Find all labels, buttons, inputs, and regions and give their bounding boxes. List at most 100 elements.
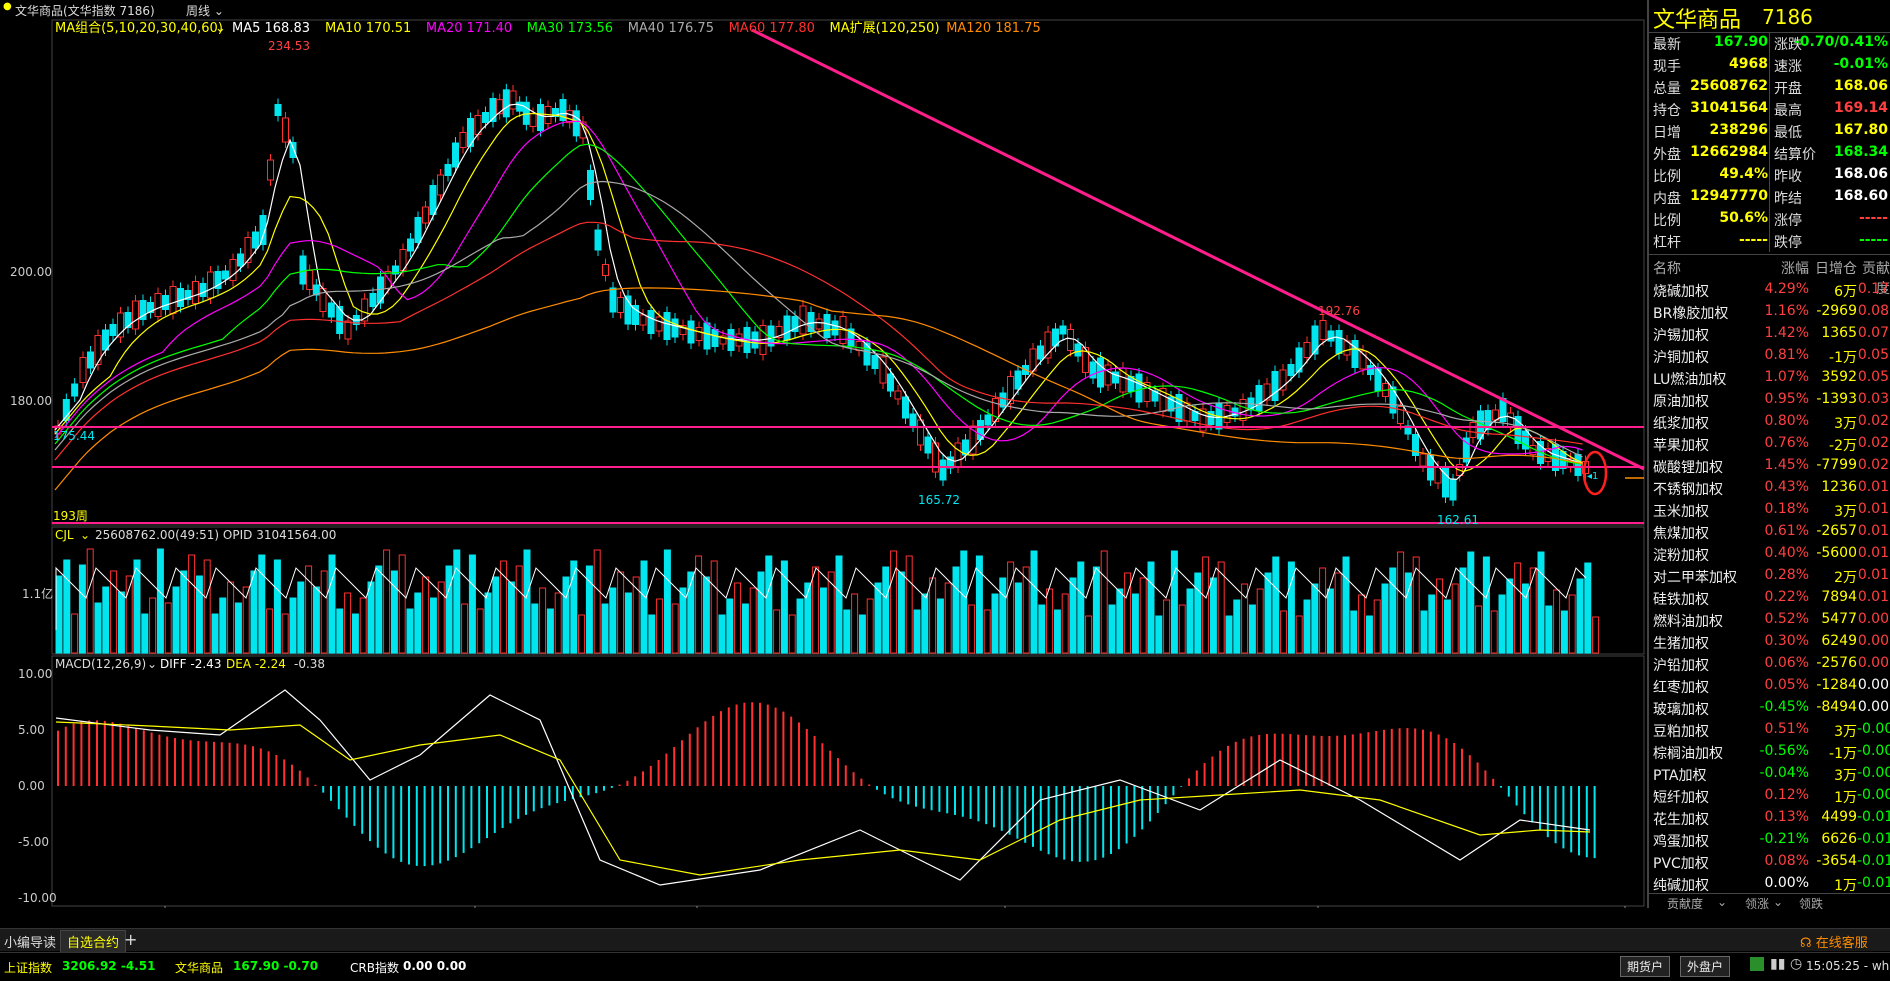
online-service-link[interactable]: ☊ 在线客服 xyxy=(1800,936,1868,951)
candle-body xyxy=(1367,365,1374,375)
volume-bar xyxy=(1092,566,1100,654)
volume-bar xyxy=(1498,594,1506,654)
volume-bar xyxy=(1404,572,1412,654)
candle-body xyxy=(559,99,567,121)
volume-bar xyxy=(944,582,952,654)
annotation-low2: 162.61 xyxy=(1437,513,1479,527)
chart-area[interactable]: MA组合(5,10,20,30,40,60) ⌄ 200.00 180.00 ◂… xyxy=(0,18,1645,908)
candle-body xyxy=(799,305,807,335)
annotation-left-level: 175.44 xyxy=(53,429,95,443)
volume-pane-frame xyxy=(51,526,1645,655)
list-item-increase: -1万 xyxy=(1829,746,1857,762)
period-selector[interactable]: 周线 ⌄ xyxy=(186,4,224,18)
candle-body xyxy=(537,104,544,131)
candle-body xyxy=(1167,396,1175,412)
candle-body xyxy=(783,315,791,341)
list-item[interactable]: 沪锡加权 1.42% 1365 0.07 xyxy=(1649,322,1890,344)
list-item[interactable]: 对二甲苯加权 0.28% 2万 0.01 xyxy=(1649,564,1890,586)
ma-legend-item: MA30 173.56 xyxy=(527,21,613,36)
list-header-contribution[interactable]: 贡献度 xyxy=(1862,261,1890,297)
list-item-name: 对二甲苯加权 xyxy=(1653,570,1737,586)
list-header-change[interactable]: 涨幅 xyxy=(1781,261,1809,277)
list-item-increase: -2576 xyxy=(1816,655,1857,671)
candle-body xyxy=(1351,340,1359,368)
candle-body xyxy=(154,293,162,317)
list-item[interactable]: 淀粉加权 0.40% -5600 0.01 xyxy=(1649,542,1890,564)
list-item[interactable]: LU燃油加权 1.07% 3592 0.05 xyxy=(1649,366,1890,388)
tab-leading-up[interactable]: 领涨 xyxy=(1745,897,1770,911)
volume-bar xyxy=(1053,609,1061,654)
volume-bar xyxy=(1256,588,1264,654)
list-item[interactable]: 原油加权 0.95% -1393 0.03 xyxy=(1649,388,1890,410)
volume-bar xyxy=(1358,594,1366,654)
list-item[interactable]: BR橡胶加权 1.16% -2969 0.08 xyxy=(1649,300,1890,322)
tab-contribution[interactable]: 贡献度 xyxy=(1667,897,1704,911)
list-header-name[interactable]: 名称 xyxy=(1653,261,1681,277)
tab-editor-guide[interactable]: 小编导读 xyxy=(4,936,57,951)
candle-body xyxy=(624,295,632,325)
volume-bar xyxy=(1373,599,1381,654)
list-item[interactable]: 焦煤加权 0.61% -2657 0.01 xyxy=(1649,520,1890,542)
quote-label: 涨停 xyxy=(1774,213,1802,229)
volume-bar xyxy=(1475,605,1483,654)
list-header: 名称 涨幅 日增仓 贡献度 xyxy=(1649,256,1890,297)
list-item[interactable]: PTA加权 -0.04% 3万 -0.00 xyxy=(1649,762,1890,784)
volume-bar xyxy=(1194,572,1202,654)
list-item[interactable]: 纸浆加权 0.80% 3万 0.02 xyxy=(1649,410,1890,432)
list-item[interactable]: 棕榈油加权 -0.56% -1万 -0.00 xyxy=(1649,740,1890,762)
volume-bar xyxy=(1124,572,1132,654)
volume-legend: CJL xyxy=(55,528,74,542)
foreign-account-button[interactable]: 外盘户 xyxy=(1680,956,1731,977)
list-item[interactable]: 纯碱加权 0.00% 1万 -0.01 xyxy=(1649,872,1890,894)
volume-bar xyxy=(1545,605,1553,654)
candle-body xyxy=(703,322,711,350)
ma-line xyxy=(54,143,1583,465)
quote-row: 总量 25608762 开盘 168.06 xyxy=(1649,76,1890,97)
quote-label: 日增 xyxy=(1653,125,1681,141)
volume-bar xyxy=(718,614,726,654)
bottom-bar: 小编导读 自选合约 + ☊ 在线客服 上证指数 3206.92 -4.51 文华… xyxy=(0,928,1890,981)
volume-bar xyxy=(117,591,125,654)
list-item[interactable]: PVC加权 0.08% -3654 -0.01 xyxy=(1649,850,1890,872)
quote-value: 169.14 xyxy=(1833,100,1888,116)
list-item-change: 0.80% xyxy=(1764,413,1809,429)
list-item[interactable]: 苹果加权 0.76% -2万 0.02 xyxy=(1649,432,1890,454)
candle-body xyxy=(502,89,510,118)
list-item[interactable]: 短纤加权 0.12% 1万 -0.00 xyxy=(1649,784,1890,806)
list-item-change: 4.29% xyxy=(1764,281,1809,297)
list-item[interactable]: 豆粕加权 0.51% 3万 -0.00 xyxy=(1649,718,1890,740)
volume-bar xyxy=(406,608,414,654)
list-item[interactable]: 沪铜加权 0.81% -1万 0.05 xyxy=(1649,344,1890,366)
volume-bar xyxy=(1451,583,1459,654)
list-item[interactable]: 生猪加权 0.30% 6249 0.00 xyxy=(1649,630,1890,652)
list-item[interactable]: 红枣加权 0.05% -1284 0.00 xyxy=(1649,674,1890,696)
candle-body xyxy=(267,159,274,181)
tab-watchlist[interactable]: 自选合约 xyxy=(60,930,127,953)
list-item[interactable]: 花生加权 0.13% 4499 -0.01 xyxy=(1649,806,1890,828)
tab-leading-down[interactable]: 领跌 xyxy=(1799,897,1824,911)
list-item[interactable]: 沪铅加权 0.06% -2576 0.00 xyxy=(1649,652,1890,674)
list-item[interactable]: 碳酸锂加权 1.45% -7799 0.02 xyxy=(1649,454,1890,476)
list-item-contribution: 0.02 xyxy=(1857,435,1889,451)
list-item[interactable]: 玉米加权 0.18% 3万 0.01 xyxy=(1649,498,1890,520)
volume-bar xyxy=(219,597,227,654)
list-item[interactable]: 不锈钢加权 0.43% 1236 0.01 xyxy=(1649,476,1890,498)
futures-account-button[interactable]: 期货户 xyxy=(1620,956,1671,977)
candle-body xyxy=(109,324,117,336)
volume-bar xyxy=(1085,615,1093,654)
clock-time: 15:05:25 - wh xyxy=(1806,959,1890,973)
list-item[interactable]: 硅铁加权 0.22% 7894 0.01 xyxy=(1649,586,1890,608)
list-item-contribution: 0.01 xyxy=(1857,523,1889,539)
add-tab-button[interactable]: + xyxy=(124,930,138,949)
volume-bar xyxy=(484,592,492,654)
list-item[interactable]: 鸡蛋加权 -0.21% 6626 -0.01 xyxy=(1649,828,1890,850)
list-item[interactable]: 烧碱加权 4.29% 6万 0.17 xyxy=(1649,278,1890,300)
list-item-contribution: 0.17 xyxy=(1857,281,1889,297)
list-item-increase: 3万 xyxy=(1834,504,1857,520)
list-item-change: 0.08% xyxy=(1764,853,1809,869)
list-header-increase[interactable]: 日增仓 xyxy=(1815,261,1857,277)
list-item[interactable]: 玻璃加权 -0.45% -8494 0.00 xyxy=(1649,696,1890,718)
list-item[interactable]: 燃料油加权 0.52% 5477 0.00 xyxy=(1649,608,1890,630)
list-item-name: 淀粉加权 xyxy=(1653,548,1709,564)
list-item-name: 棕榈油加权 xyxy=(1653,746,1723,762)
